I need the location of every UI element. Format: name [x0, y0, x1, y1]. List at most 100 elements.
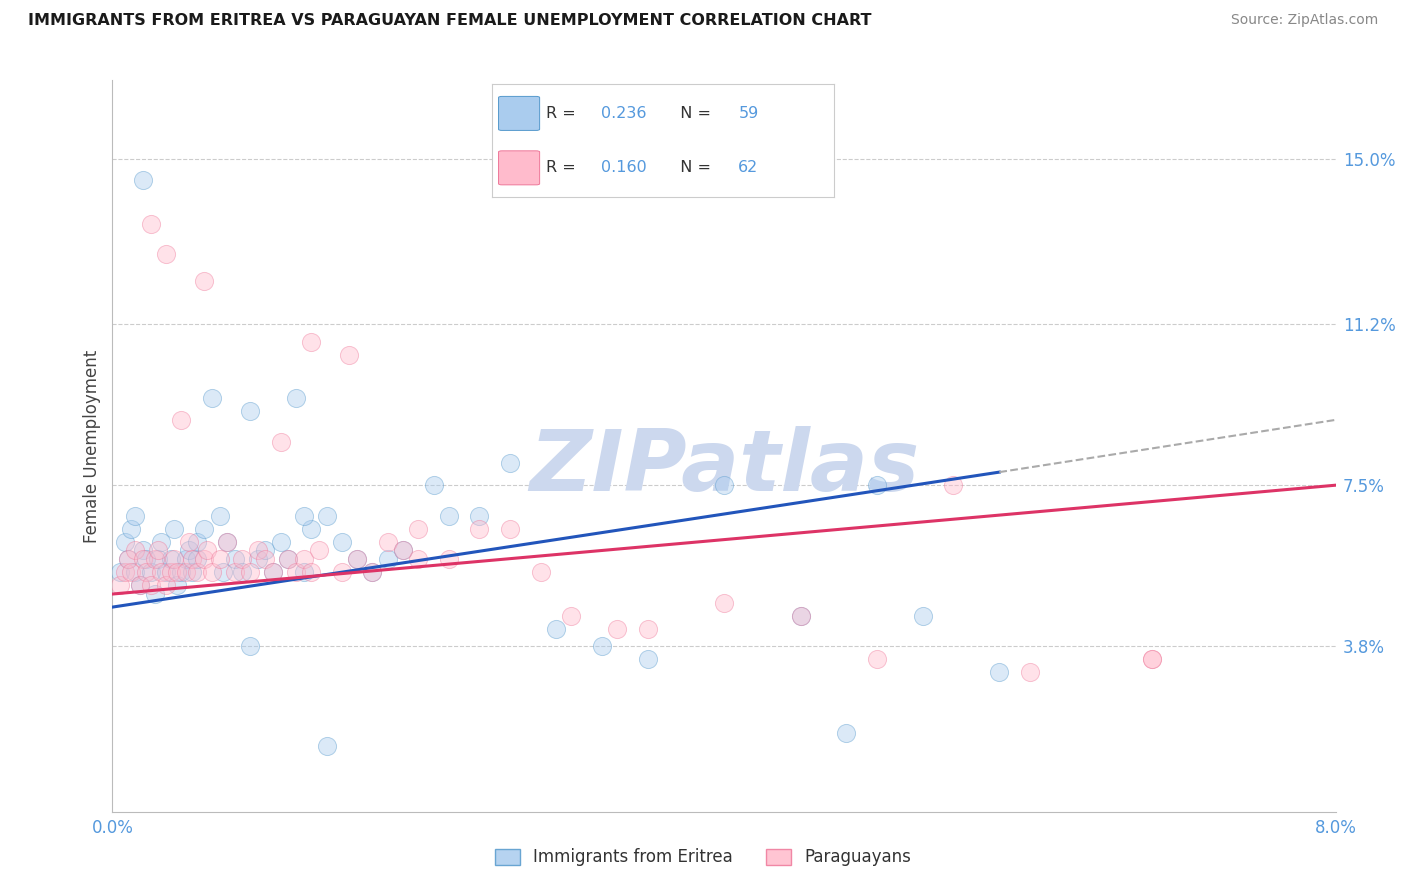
Point: [132, 543, 155, 558]
Point: [544, 622, 567, 636]
Point: [108, 578, 131, 592]
Point: [637, 652, 659, 666]
Point: [942, 478, 965, 492]
Point: [114, 534, 136, 549]
Point: [637, 622, 659, 636]
Point: [166, 566, 188, 580]
Point: [437, 552, 460, 566]
Point: [361, 566, 384, 580]
Point: [170, 566, 193, 580]
Point: [117, 552, 139, 566]
Point: [159, 552, 181, 566]
Point: [911, 608, 934, 623]
Legend: Immigrants from Eritrea, Paraguayans: Immigrants from Eritrea, Paraguayans: [486, 840, 920, 875]
Point: [284, 391, 308, 405]
Point: [159, 566, 181, 580]
Point: [408, 552, 430, 566]
Point: [166, 578, 188, 592]
Point: [186, 566, 208, 580]
Point: [299, 566, 322, 580]
Point: [315, 739, 337, 754]
Point: [170, 413, 193, 427]
Point: [224, 566, 246, 580]
Point: [224, 552, 246, 566]
Point: [262, 566, 284, 580]
Point: [186, 552, 208, 566]
Point: [308, 543, 330, 558]
Point: [346, 552, 368, 566]
Point: [499, 522, 522, 536]
Point: [789, 608, 811, 623]
Point: [408, 522, 430, 536]
Point: [529, 566, 551, 580]
Point: [246, 552, 269, 566]
Point: [330, 566, 353, 580]
Text: ZIPatlas: ZIPatlas: [529, 426, 920, 509]
Point: [135, 566, 157, 580]
Point: [254, 543, 277, 558]
Point: [177, 534, 200, 549]
Point: [148, 543, 170, 558]
Point: [377, 534, 399, 549]
Point: [1142, 652, 1164, 666]
Point: [124, 543, 146, 558]
Point: [239, 566, 262, 580]
Point: [148, 552, 170, 566]
Point: [591, 640, 613, 654]
Point: [124, 566, 146, 580]
Point: [124, 508, 146, 523]
Point: [181, 552, 204, 566]
Point: [270, 434, 292, 449]
Point: [163, 552, 186, 566]
Point: [193, 552, 215, 566]
Point: [713, 478, 735, 492]
Point: [139, 566, 162, 580]
Point: [239, 404, 262, 418]
Point: [361, 566, 384, 580]
Point: [129, 578, 152, 592]
Point: [866, 652, 889, 666]
Point: [132, 173, 155, 187]
Point: [789, 608, 811, 623]
Point: [392, 543, 415, 558]
Point: [201, 566, 224, 580]
Point: [277, 552, 299, 566]
Point: [177, 543, 200, 558]
Point: [135, 552, 157, 566]
Point: [299, 334, 322, 349]
Point: [713, 596, 735, 610]
Point: [246, 543, 269, 558]
Point: [437, 508, 460, 523]
Point: [231, 552, 253, 566]
Point: [277, 552, 299, 566]
Text: Source: ZipAtlas.com: Source: ZipAtlas.com: [1230, 13, 1378, 28]
Point: [292, 552, 315, 566]
Point: [139, 217, 162, 231]
Point: [1142, 652, 1164, 666]
Point: [1018, 665, 1040, 680]
Point: [120, 566, 142, 580]
Point: [155, 247, 177, 261]
Point: [262, 566, 284, 580]
Point: [422, 478, 444, 492]
Point: [339, 348, 361, 362]
Point: [499, 457, 522, 471]
Point: [155, 578, 177, 592]
Point: [254, 552, 277, 566]
Point: [835, 726, 858, 740]
Point: [606, 622, 628, 636]
Point: [217, 534, 239, 549]
Point: [208, 552, 231, 566]
Y-axis label: Female Unemployment: Female Unemployment: [83, 350, 101, 542]
Point: [139, 578, 162, 592]
Point: [129, 578, 152, 592]
Point: [270, 534, 292, 549]
Point: [560, 608, 582, 623]
Point: [208, 508, 231, 523]
Point: [330, 534, 353, 549]
Point: [239, 640, 262, 654]
Point: [217, 534, 239, 549]
Point: [174, 566, 197, 580]
Point: [299, 522, 322, 536]
Point: [155, 566, 177, 580]
